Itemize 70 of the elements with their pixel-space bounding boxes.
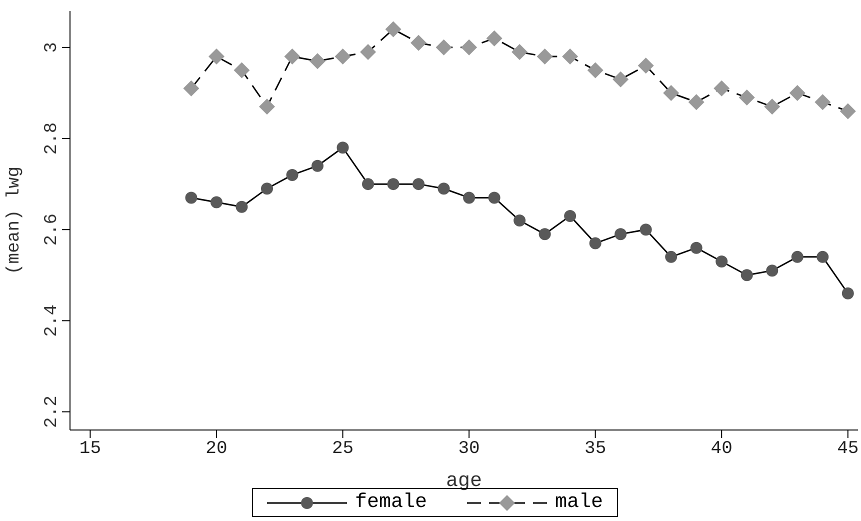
- x-tick-label: 30: [458, 438, 480, 459]
- x-tick-label: 15: [79, 438, 102, 459]
- point: [716, 255, 728, 268]
- point: [261, 182, 273, 195]
- point: [210, 196, 222, 208]
- point: [236, 200, 248, 213]
- legend-label: male: [555, 491, 604, 514]
- point: [740, 269, 753, 282]
- legend-label: female: [354, 491, 427, 514]
- point: [665, 250, 678, 263]
- x-tick-label: 25: [332, 438, 354, 459]
- x-tick-label: 20: [206, 438, 228, 459]
- point: [640, 224, 652, 236]
- point: [589, 237, 602, 250]
- point: [461, 39, 478, 56]
- x-axis-title: age: [446, 470, 482, 493]
- point: [562, 48, 578, 65]
- point: [714, 80, 730, 96]
- point: [764, 98, 780, 115]
- point: [814, 94, 831, 110]
- x-tick-label: 45: [837, 438, 859, 459]
- y-tick-label: 2.4: [42, 304, 62, 337]
- point: [336, 142, 349, 154]
- point: [512, 44, 528, 60]
- x-tick-label: 35: [584, 438, 606, 459]
- y-tick-label: 2.2: [42, 396, 62, 428]
- point: [208, 48, 224, 65]
- point: [259, 98, 275, 115]
- point: [690, 242, 702, 254]
- point: [312, 160, 324, 172]
- point: [488, 192, 500, 204]
- point: [791, 250, 804, 263]
- point: [410, 34, 427, 51]
- point: [538, 228, 551, 240]
- point: [436, 39, 452, 56]
- point: [816, 250, 829, 263]
- point: [234, 62, 250, 78]
- point: [612, 71, 629, 88]
- point: [688, 94, 704, 110]
- point: [286, 168, 298, 181]
- point: [614, 228, 627, 240]
- point: [536, 48, 553, 65]
- y-tick-label: 2.8: [42, 122, 62, 155]
- point: [385, 21, 402, 38]
- point: [284, 48, 300, 65]
- point: [185, 192, 198, 204]
- point: [738, 90, 755, 106]
- point: [789, 84, 806, 101]
- y-tick-label: 2.6: [42, 213, 62, 246]
- point: [486, 30, 502, 46]
- point: [183, 80, 200, 96]
- point: [463, 192, 476, 204]
- point: [564, 210, 576, 222]
- point: [842, 287, 854, 300]
- point: [663, 84, 680, 101]
- point: [514, 214, 526, 226]
- point: [766, 264, 778, 277]
- x-tick-label: 40: [710, 438, 732, 459]
- point: [334, 48, 351, 65]
- point: [638, 58, 654, 74]
- point: [840, 103, 856, 120]
- y-axis-title: (mean) lwg: [4, 166, 24, 275]
- point: [360, 44, 376, 60]
- point: [412, 178, 425, 190]
- y-tick-label: 3: [42, 42, 62, 53]
- point: [310, 53, 326, 70]
- point: [587, 62, 604, 78]
- point: [438, 182, 450, 195]
- point: [362, 178, 374, 190]
- point: [387, 178, 400, 190]
